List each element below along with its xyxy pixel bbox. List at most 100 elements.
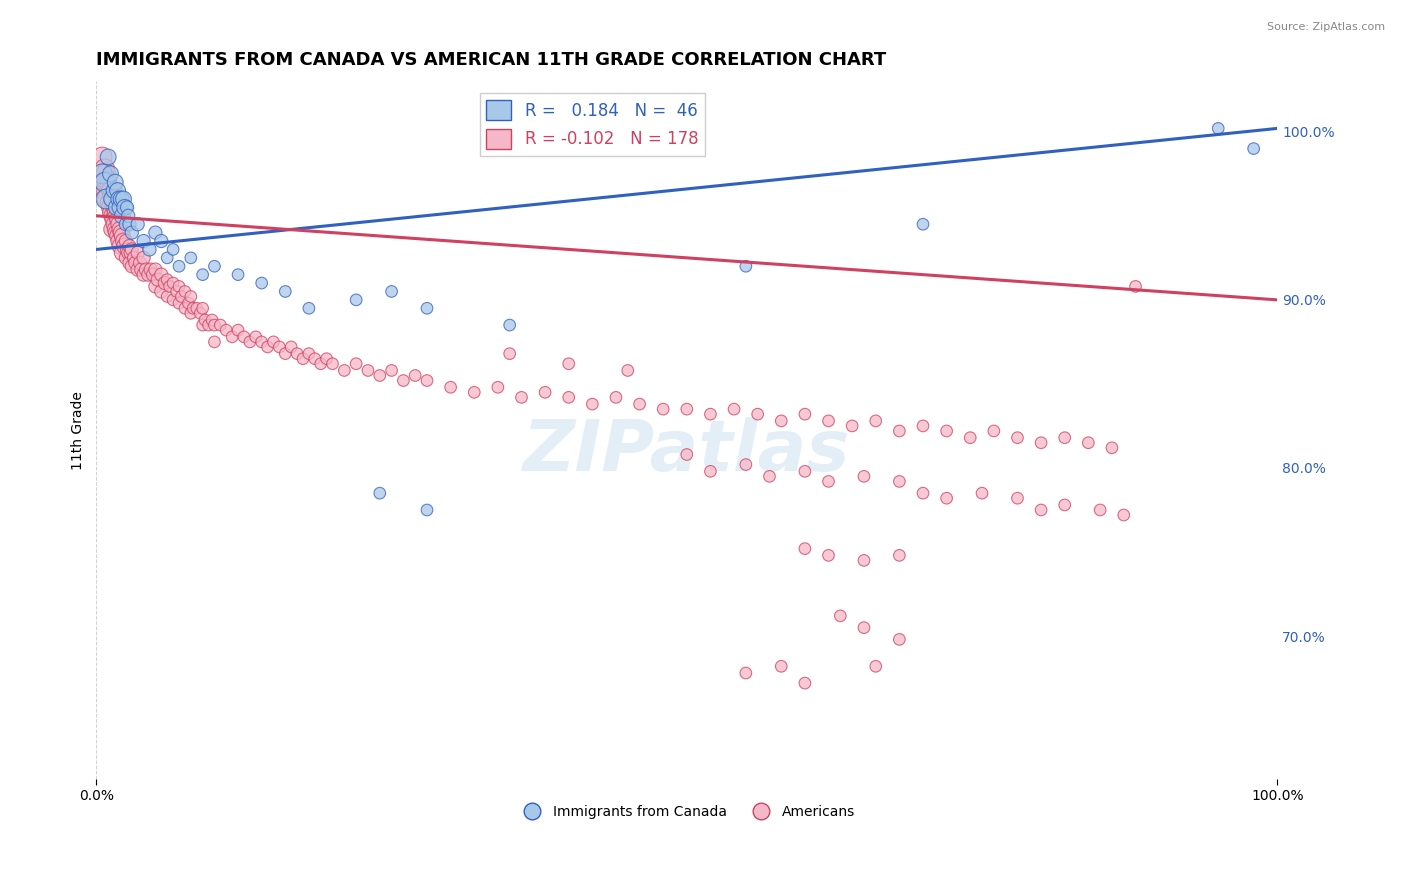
Point xyxy=(250,276,273,290)
Point xyxy=(226,323,249,337)
Point xyxy=(105,226,128,240)
Point xyxy=(181,301,204,316)
Point xyxy=(1053,498,1076,512)
Point xyxy=(280,340,302,354)
Y-axis label: 11th Grade: 11th Grade xyxy=(72,391,86,469)
Point xyxy=(510,390,533,404)
Point xyxy=(865,659,887,673)
Point xyxy=(93,167,115,181)
Point xyxy=(194,313,217,327)
Point xyxy=(357,363,380,377)
Point xyxy=(368,368,391,383)
Point xyxy=(841,418,863,433)
Point xyxy=(652,402,675,417)
Point xyxy=(269,340,291,354)
Point xyxy=(852,469,875,483)
Point xyxy=(215,323,238,337)
Point xyxy=(94,192,117,206)
Point xyxy=(112,192,135,206)
Point xyxy=(100,222,122,236)
Point xyxy=(174,301,197,316)
Point xyxy=(156,251,179,265)
Point xyxy=(145,262,167,277)
Point xyxy=(112,234,135,248)
Point xyxy=(97,150,120,164)
Point xyxy=(983,424,1005,438)
Point xyxy=(1112,508,1135,522)
Point xyxy=(145,279,167,293)
Point xyxy=(145,226,167,240)
Point xyxy=(1029,435,1052,450)
Point xyxy=(935,491,957,506)
Point xyxy=(103,217,125,231)
Point xyxy=(734,458,756,472)
Point xyxy=(117,209,139,223)
Point xyxy=(285,346,308,360)
Point xyxy=(180,306,202,320)
Point xyxy=(118,239,141,253)
Point xyxy=(204,259,226,273)
Point xyxy=(107,234,129,248)
Point xyxy=(274,285,297,299)
Point xyxy=(127,245,149,260)
Point xyxy=(486,380,509,394)
Text: Source: ZipAtlas.com: Source: ZipAtlas.com xyxy=(1267,22,1385,32)
Point xyxy=(204,318,226,332)
Point xyxy=(114,239,136,253)
Point xyxy=(96,192,118,206)
Point xyxy=(368,486,391,500)
Point xyxy=(115,217,138,231)
Point xyxy=(1007,431,1029,445)
Point xyxy=(167,259,190,273)
Point xyxy=(675,402,697,417)
Point xyxy=(747,407,769,421)
Point xyxy=(322,357,344,371)
Point xyxy=(292,351,315,366)
Point xyxy=(156,289,179,303)
Point xyxy=(115,234,138,248)
Point xyxy=(605,390,627,404)
Point xyxy=(98,184,121,198)
Point xyxy=(911,486,934,500)
Point xyxy=(114,201,136,215)
Point xyxy=(103,201,125,215)
Point xyxy=(118,217,141,231)
Point xyxy=(166,285,188,299)
Point xyxy=(498,346,520,360)
Point xyxy=(959,431,981,445)
Point xyxy=(162,276,184,290)
Point xyxy=(118,256,141,270)
Point xyxy=(121,243,143,257)
Point xyxy=(204,334,226,349)
Point xyxy=(852,621,875,635)
Point xyxy=(1007,491,1029,506)
Point xyxy=(498,318,520,332)
Point xyxy=(111,245,134,260)
Point xyxy=(110,192,132,206)
Point xyxy=(440,380,463,394)
Point xyxy=(226,268,249,282)
Point xyxy=(104,205,127,219)
Point xyxy=(416,503,439,517)
Point xyxy=(93,178,115,193)
Point xyxy=(209,318,232,332)
Point xyxy=(107,212,129,227)
Point xyxy=(180,289,202,303)
Point xyxy=(159,279,181,293)
Point xyxy=(108,239,131,253)
Point xyxy=(256,340,278,354)
Point xyxy=(263,334,285,349)
Point xyxy=(723,402,745,417)
Point xyxy=(94,184,117,198)
Point xyxy=(817,414,839,428)
Point xyxy=(162,243,184,257)
Point xyxy=(156,273,179,287)
Point xyxy=(250,334,273,349)
Point xyxy=(150,285,173,299)
Point xyxy=(97,171,120,186)
Point xyxy=(865,414,887,428)
Point xyxy=(770,659,793,673)
Point xyxy=(146,273,169,287)
Legend: Immigrants from Canada, Americans: Immigrants from Canada, Americans xyxy=(513,799,860,824)
Point xyxy=(793,541,815,556)
